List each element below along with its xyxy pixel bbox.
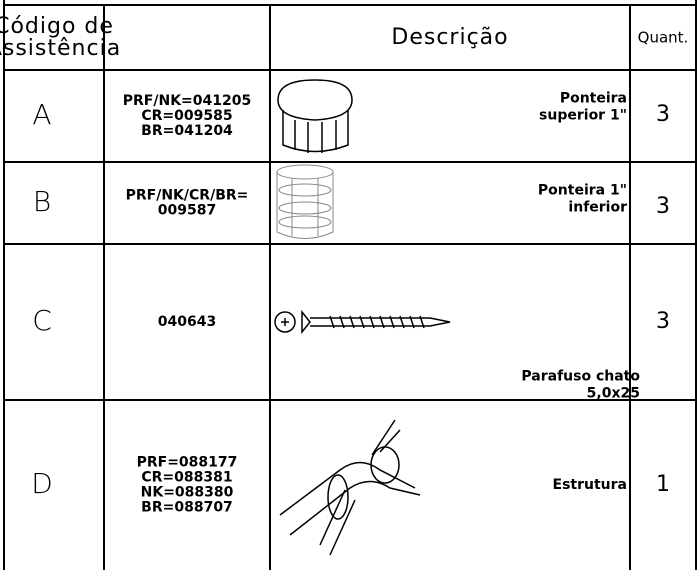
part-code: D — [31, 467, 53, 500]
description: Ponteira 1" — [538, 183, 627, 199]
table-grid — [3, 0, 697, 570]
description: Estrutura — [553, 477, 627, 493]
icon-cap-top — [277, 79, 353, 153]
part-code: B — [33, 185, 51, 218]
ref-code: PRF/NK=041205 — [123, 93, 251, 109]
description: Ponteira — [560, 91, 627, 107]
description: Parafuso chato — [521, 369, 640, 385]
ref-code: NK=088380 — [141, 485, 234, 501]
ref-code: CR=009585 — [141, 108, 232, 124]
quantity: 3 — [656, 309, 670, 334]
ref-code: CR=088381 — [141, 470, 232, 486]
header-cell: Quant. — [638, 29, 689, 47]
ref-code: BR=088707 — [141, 500, 233, 516]
icon-cap-bottom — [276, 164, 334, 239]
part-code: A — [32, 98, 51, 131]
description: inferior — [568, 200, 627, 216]
quantity: 3 — [656, 102, 670, 127]
ref-code: PRF=088177 — [137, 455, 238, 471]
ref-code: 040643 — [158, 314, 216, 330]
icon-screw — [274, 309, 451, 335]
description: superior 1" — [539, 108, 627, 124]
header-cell: Código de Assistência — [0, 14, 121, 61]
ref-code: PRF/NK/CR/BR= — [126, 188, 249, 204]
description: 5,0x25 — [587, 386, 640, 402]
quantity: 3 — [656, 194, 670, 219]
icon-frame — [279, 419, 421, 556]
ref-code: BR=041204 — [141, 123, 233, 139]
ref-code: 009587 — [158, 203, 216, 219]
quantity: 1 — [656, 472, 670, 497]
header-cell: Descrição — [391, 25, 508, 50]
part-code: C — [32, 304, 52, 337]
